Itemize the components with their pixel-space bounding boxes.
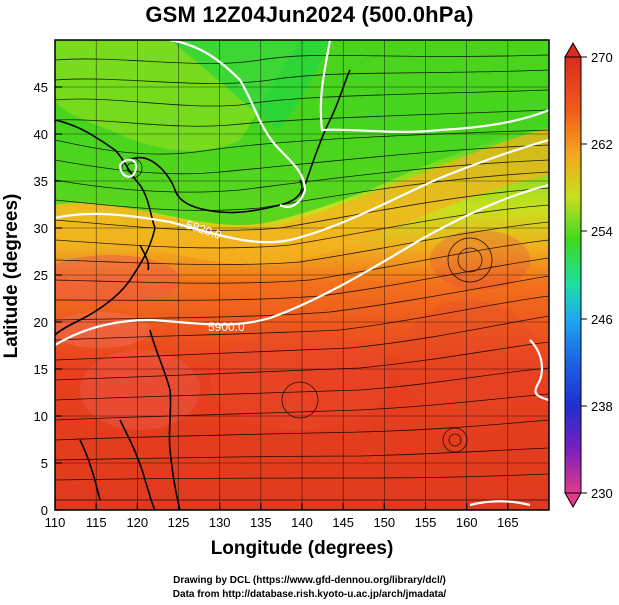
y-tick-label: 20 — [34, 315, 48, 330]
y-tick-label: 10 — [34, 409, 48, 424]
credit-line-data: Data from http://database.rish.kyoto-u.a… — [172, 589, 447, 600]
y-tick-label: 0 — [41, 503, 48, 518]
colorbar-label: 254 — [591, 224, 613, 239]
colorbar-label: 270 — [591, 50, 613, 65]
colorbar-scale — [564, 56, 582, 494]
colorbar-label: 262 — [591, 137, 613, 152]
x-tick-label: 165 — [497, 515, 519, 530]
y-tick-label: 15 — [34, 362, 48, 377]
y-tick-labels: 0 5 10 15 20 25 30 35 40 45 — [34, 80, 48, 518]
x-tick-label: 140 — [291, 515, 313, 530]
colorbar-top-arrow — [564, 41, 582, 58]
colorbar: 270 262 254 246 238 230 — [564, 41, 613, 509]
y-tick-label: 45 — [34, 80, 48, 95]
contour-label-5900: 5900.0 — [208, 320, 245, 334]
x-tick-label: 115 — [86, 515, 107, 530]
y-tick-label: 30 — [34, 221, 48, 236]
y-tick-label: 25 — [34, 268, 48, 283]
colorbar-bottom-arrow — [564, 492, 582, 509]
x-tick-label: 160 — [456, 515, 478, 530]
axis-ticks — [54, 86, 509, 511]
x-tick-labels: 110 115 120 125 130 135 140 145 150 155 … — [45, 515, 519, 530]
x-tick-label: 145 — [332, 515, 354, 530]
x-axis-label: Longitude (degrees) — [210, 538, 394, 559]
colorbar-label: 246 — [591, 312, 613, 327]
y-tick-label: 35 — [34, 174, 48, 189]
y-axis-label: Latitude (degrees) — [1, 193, 22, 359]
map-title: GSM 12Z04Jun2024 (500.0hPa) — [145, 2, 474, 27]
coastlines — [55, 69, 351, 510]
x-tick-label: 120 — [126, 515, 148, 530]
x-tick-label: 150 — [373, 515, 395, 530]
x-tick-label: 130 — [209, 515, 231, 530]
lat-lon-grid — [55, 40, 549, 510]
x-tick-label: 125 — [168, 515, 190, 530]
height-contours — [55, 40, 549, 507]
y-tick-label: 5 — [41, 456, 48, 471]
y-tick-label: 40 — [34, 127, 48, 142]
colorbar-label: 230 — [591, 486, 613, 501]
x-tick-label: 155 — [415, 515, 437, 530]
colorbar-label: 238 — [591, 399, 613, 414]
x-tick-label: 135 — [250, 515, 272, 530]
x-tick-label: 110 — [45, 515, 66, 530]
credit-line-drawing: Drawing by DCL (https://www.gfd-dennou.o… — [173, 575, 446, 586]
